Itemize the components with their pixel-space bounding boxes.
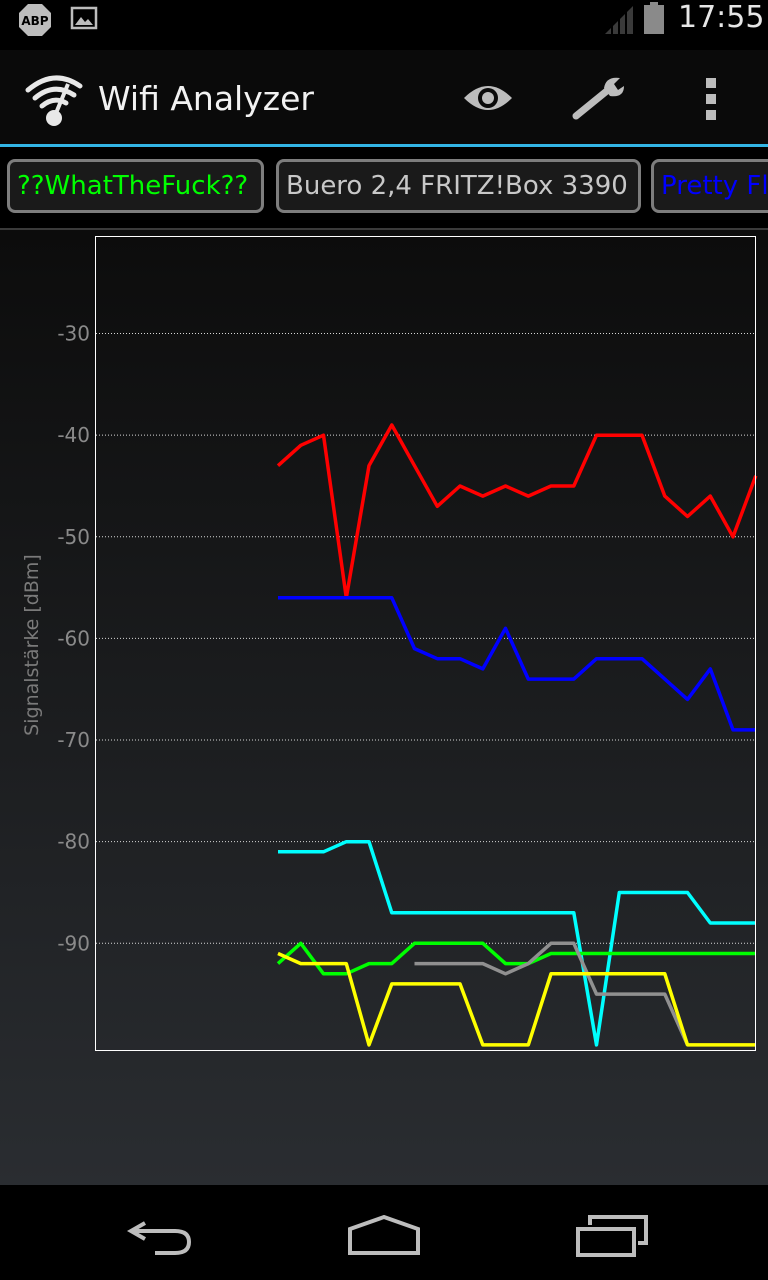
signal-chart: -30 -40 -50 -60 -70 -80 -90 Signalstärke [dBm] [0, 230, 768, 1185]
series-line-5 [414, 941, 690, 1046]
chip-bar-divider [0, 228, 768, 230]
network-chip-whatthefuck[interactable]: ??WhatTheFuck?? [7, 159, 264, 213]
wrench-icon[interactable] [570, 74, 630, 122]
app-title: Wifi Analyzer [98, 79, 314, 118]
network-filter-bar: ??WhatTheFuck?? Buero 2,4 FRITZ!Box 3390… [0, 152, 768, 230]
y-tick-label: -90 [57, 931, 90, 955]
abp-icon: ABP [19, 4, 51, 36]
y-tick-label: -70 [57, 728, 90, 752]
recent-apps-icon[interactable] [574, 1213, 650, 1257]
network-chip-buero[interactable]: Buero 2,4 FRITZ!Box 3390 [276, 159, 641, 213]
wifi-app-icon[interactable] [24, 70, 84, 128]
series-line-3 [278, 839, 756, 1047]
battery-icon [644, 2, 664, 34]
action-bar-divider [0, 144, 768, 147]
network-chip-pretty[interactable]: Pretty Fl [651, 159, 768, 213]
back-icon[interactable] [125, 1215, 195, 1255]
status-clock: 17:55 [678, 0, 765, 35]
series-line-1 [276, 423, 758, 600]
y-tick-label: -80 [57, 830, 90, 854]
y-tick-label: -50 [57, 525, 90, 549]
home-icon[interactable] [346, 1215, 422, 1255]
series-line-2 [278, 596, 756, 732]
chart-grid [96, 333, 755, 944]
abp-label: ABP [21, 14, 48, 28]
status-bar: ABP 17:55 [0, 0, 768, 50]
signal-icon [605, 6, 633, 34]
eye-icon[interactable] [462, 80, 514, 116]
plot-frame [95, 236, 756, 1051]
series-line-6 [277, 951, 756, 1047]
y-tick-label: -60 [57, 626, 90, 650]
action-bar: Wifi Analyzer [0, 50, 768, 147]
y-tick-label: -40 [57, 423, 90, 447]
chart-series [276, 423, 758, 1047]
overflow-menu-icon[interactable] [704, 76, 720, 122]
y-axis-label: Signalstärke [dBm] [21, 554, 43, 736]
image-icon [70, 6, 98, 30]
navigation-bar [0, 1185, 768, 1280]
y-tick-label: -30 [57, 322, 90, 346]
y-tick-labels: -30 -40 -50 -60 -70 -80 -90 [57, 322, 90, 956]
signal-chart-svg: -30 -40 -50 -60 -70 -80 -90 Signalstärke [dBm] [21, 236, 758, 1051]
series-line-4 [276, 941, 756, 976]
